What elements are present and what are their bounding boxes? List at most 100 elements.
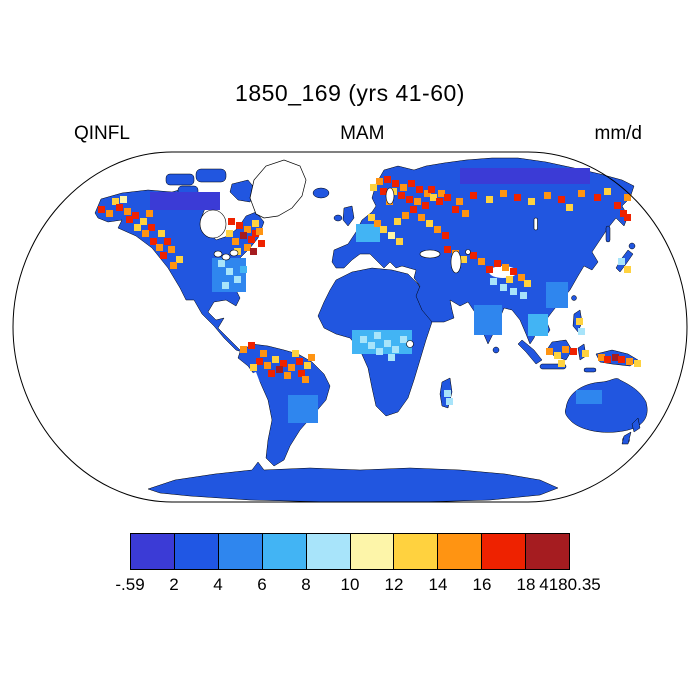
value-cell [554,352,561,359]
value-cell [462,210,469,217]
value-cell [256,358,263,365]
value-cell [626,358,633,365]
value-cell [240,346,247,353]
value-cell [408,180,415,187]
value-patch [460,168,590,184]
arctic-island [165,173,195,186]
value-cell [150,238,157,245]
value-cell [260,350,267,357]
value-cell [240,232,247,239]
value-cell [170,262,177,269]
value-cell [384,176,391,183]
great-lake [213,250,223,258]
value-cell [250,248,257,255]
value-cell [276,366,283,373]
value-cell [518,274,525,281]
value-cell [424,190,431,197]
value-cell [524,280,531,287]
great-britain [342,205,355,227]
value-cell [252,230,259,237]
value-cell [374,332,381,339]
value-cell [620,210,627,217]
value-cell [232,238,239,245]
colorbar-box [525,533,571,570]
value-cell [368,214,375,221]
value-patch [288,395,318,423]
caspian-sea [450,250,462,274]
value-cell [624,214,631,221]
value-cell [558,196,565,203]
value-cell [416,186,423,193]
value-cell [244,244,251,251]
value-cell [308,354,315,361]
value-cell [578,190,585,197]
value-cell [142,230,149,237]
value-cell [566,204,573,211]
value-cell [112,198,119,205]
colorbar-tick-label: 10 [340,575,360,594]
value-cell [486,196,493,203]
value-cell [168,246,175,253]
value-cell [388,354,395,361]
value-cell [368,342,375,349]
value-cell [228,218,235,225]
value-cell [500,190,507,197]
value-cell [140,218,147,225]
value-cell [614,202,621,209]
sumatra [517,339,543,365]
value-cell [490,278,497,285]
value-cell [594,194,601,201]
value-cell [376,348,383,355]
value-patch [474,305,502,335]
value-cell [268,370,275,377]
value-cell [236,222,243,229]
value-cell [124,208,131,215]
hudson-bay [199,209,227,239]
plot-title: 1850_169 (yrs 41-60) [235,80,465,106]
andes-mask [251,372,266,428]
value-cell [394,218,401,225]
value-cell [510,288,517,295]
value-cell [414,198,421,205]
value-cell [222,282,229,289]
value-cell [470,192,477,199]
antarctica [147,461,559,503]
value-cell [380,226,387,233]
taiwan [571,295,577,301]
colorbar-box [393,533,439,570]
value-cell [494,260,501,267]
iceland [312,187,330,199]
value-cell [148,224,155,231]
sakhalin [605,225,611,243]
value-cell [392,180,399,187]
colorbar-box [305,533,351,570]
colorbar-tick-label: 8 [301,575,311,594]
value-cell [226,230,233,237]
value-cell [360,336,367,343]
value-patch [528,314,548,336]
ireland [333,214,343,222]
value-cell [374,220,381,227]
value-cell [392,346,399,353]
value-cell [400,336,407,343]
colorbar-box [261,533,307,570]
units-label: mm/d [594,123,643,144]
value-cell [164,238,171,245]
value-cell [604,356,611,363]
colorbar-tick-label: 18 [516,575,536,594]
value-cell [558,360,565,367]
value-cell [106,210,113,217]
value-cell [598,354,605,361]
subtitle-row: QINFL MAM mm/d [74,123,642,145]
robinson-outline [12,151,688,503]
colorbar-tick-label: -.59 [115,575,145,594]
value-cell [624,194,631,201]
value-cell [240,266,247,273]
value-cell [500,284,507,291]
value-cell [98,206,105,213]
sri-lanka [492,346,500,354]
colorbar-tick-label: 12 [384,575,404,594]
value-cell [634,360,641,367]
value-cell [444,246,451,253]
